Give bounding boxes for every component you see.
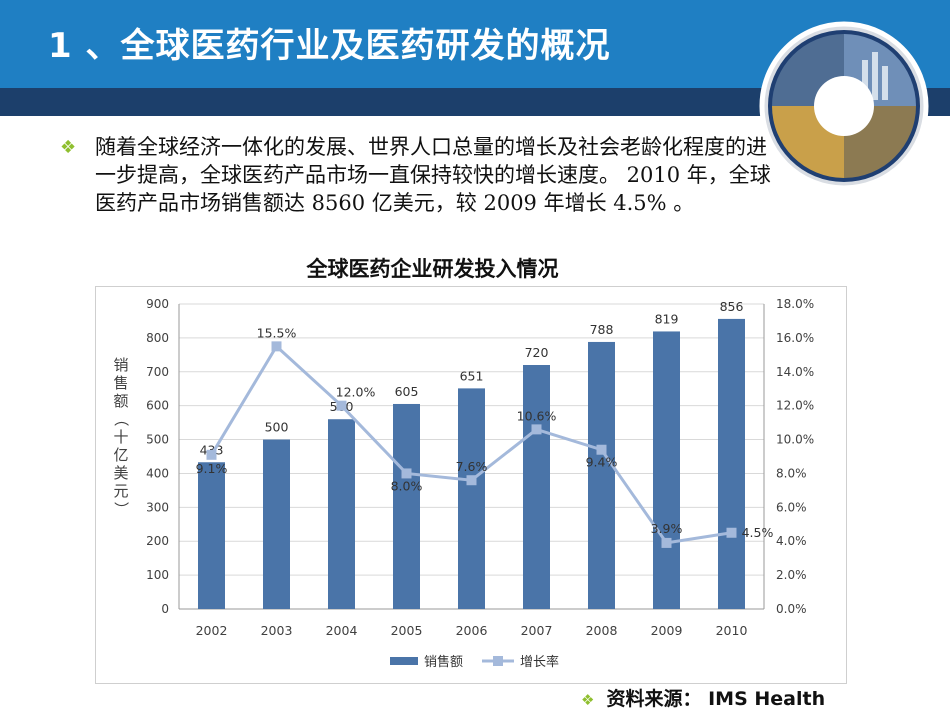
y-axis-title-char: 十 <box>113 428 128 446</box>
y-axis-title-char: 亿 <box>113 446 128 464</box>
y2-tick-label: 6.0% <box>776 500 807 514</box>
y2-tick-label: 10.0% <box>776 433 814 447</box>
bar-value-label: 856 <box>720 299 744 314</box>
growth-point <box>401 468 412 479</box>
y2-tick-label: 8.0% <box>776 466 807 480</box>
x-tick-label: 2004 <box>326 623 358 638</box>
growth-value-label: 3.9% <box>651 521 683 536</box>
diamond-bullet-icon: ❖ <box>581 691 595 709</box>
x-tick-label: 2009 <box>651 623 683 638</box>
decorative-logo <box>759 21 929 191</box>
bar-value-label: 651 <box>460 368 484 383</box>
bar <box>718 318 745 609</box>
y-tick-label: 200 <box>146 534 169 548</box>
chart-frame: 0 100 200 300 400 500 600 700 800 900 0.0% 2.0% 4.0%… <box>95 286 847 684</box>
growth-point <box>466 475 477 486</box>
bar <box>198 462 225 609</box>
legend-line-label: 增长率 <box>520 654 559 670</box>
y-tick-label: 900 <box>146 297 169 311</box>
y-tick-label: 600 <box>146 399 169 413</box>
y-tick-label: 500 <box>146 433 169 447</box>
x-tick-label: 2002 <box>196 623 228 638</box>
x-tick-label: 2003 <box>261 623 293 638</box>
bar-value-label: 788 <box>590 322 614 337</box>
y-tick-label: 100 <box>146 568 169 582</box>
y2-tick-label: 18.0% <box>776 297 814 311</box>
y2-tick-label: 16.0% <box>776 331 814 345</box>
bar <box>653 331 680 609</box>
growth-point <box>336 400 347 411</box>
y-tick-label: 0 <box>161 602 169 616</box>
x-tick-label: 2006 <box>456 623 488 638</box>
y2-tick-label: 2.0% <box>776 568 807 582</box>
y-tick-label: 300 <box>146 500 169 514</box>
y-axis-title-char: （ <box>112 411 130 426</box>
intro-text: 随着全球经济一体化的发展、世界人口总量的增长及社会老龄化程度的进一步提高，全球医… <box>95 135 771 215</box>
y-axis-title-char: 售 <box>113 374 128 392</box>
x-tick-label: 2010 <box>716 623 748 638</box>
growth-value-label: 10.6% <box>517 408 557 423</box>
bar <box>588 341 615 609</box>
y2-tick-label: 0.0% <box>776 602 807 616</box>
growth-point <box>531 424 542 435</box>
source-note: ❖ 资料来源： IMS Health <box>581 684 825 711</box>
growth-point <box>661 537 672 548</box>
legend-line-marker <box>493 656 503 666</box>
growth-point <box>206 449 217 460</box>
slide-title: 1 、全球医药行业及医药研发的概况 <box>48 26 611 66</box>
y-tick-label: 700 <box>146 365 169 379</box>
y-axis-title-char: ） <box>112 501 130 516</box>
growth-value-label: 12.0% <box>336 385 376 400</box>
growth-value-label: 9.4% <box>586 455 618 470</box>
x-tick-label: 2005 <box>391 623 423 638</box>
bar-value-label: 720 <box>525 345 549 360</box>
x-tick-label: 2008 <box>586 623 618 638</box>
combo-chart: 0 100 200 300 400 500 600 700 800 900 0.0% 2.0% 4.0%… <box>112 297 814 670</box>
y-axis-title-char: 美 <box>113 464 128 482</box>
y2-tick-label: 14.0% <box>776 365 814 379</box>
growth-value-label: 4.5% <box>742 525 774 540</box>
bar-value-label: 605 <box>395 384 419 399</box>
bar <box>523 365 550 609</box>
growth-value-label: 8.0% <box>391 478 423 493</box>
growth-value-label: 9.1% <box>196 461 228 476</box>
bar <box>328 419 355 609</box>
bar <box>393 403 420 609</box>
y-axis-title-char: 销 <box>113 356 128 374</box>
growth-point <box>271 341 282 352</box>
growth-point <box>726 527 737 538</box>
bar <box>263 439 290 609</box>
growth-value-label: 15.5% <box>257 325 297 340</box>
legend-bar-swatch <box>390 657 418 665</box>
bar-value-label: 819 <box>655 311 679 326</box>
y2-tick-label: 12.0% <box>776 399 814 413</box>
bar-value-label: 500 <box>265 420 289 435</box>
source-label: 资料来源： <box>606 688 702 710</box>
y-tick-label: 800 <box>146 331 169 345</box>
x-tick-label: 2007 <box>521 623 553 638</box>
y2-tick-label: 4.0% <box>776 534 807 548</box>
y-tick-label: 400 <box>146 466 169 480</box>
growth-value-label: 7.6% <box>456 459 488 474</box>
diamond-bullet-icon: ❖ <box>60 137 77 158</box>
y-axis-title-char: 额 <box>113 392 128 410</box>
growth-point <box>596 444 607 455</box>
legend-bar-label: 销售额 <box>424 654 463 670</box>
y-axis-title-char: 元 <box>113 482 128 500</box>
source-value: IMS Health <box>708 688 826 710</box>
chart-title: 全球医药企业研发投入情况 <box>306 257 559 281</box>
bar <box>458 388 485 609</box>
